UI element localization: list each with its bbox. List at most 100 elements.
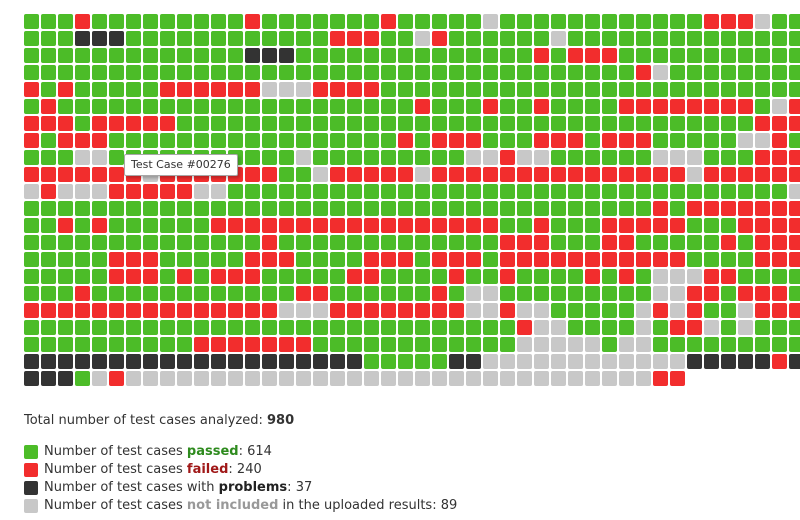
test-case-cell-failed[interactable] bbox=[636, 133, 651, 148]
test-case-cell-passed[interactable] bbox=[228, 116, 243, 131]
test-case-cell-passed[interactable] bbox=[602, 99, 617, 114]
test-case-cell-failed[interactable] bbox=[551, 167, 566, 182]
test-case-cell-passed[interactable] bbox=[772, 337, 787, 352]
test-case-cell-failed[interactable] bbox=[126, 184, 141, 199]
test-case-cell-failed[interactable] bbox=[653, 303, 668, 318]
test-case-cell-problem[interactable] bbox=[58, 354, 73, 369]
test-case-cell-passed[interactable] bbox=[330, 269, 345, 284]
test-case-cell-failed[interactable] bbox=[262, 252, 277, 267]
test-case-cell-passed[interactable] bbox=[415, 286, 430, 301]
test-case-cell-failed[interactable] bbox=[551, 133, 566, 148]
test-case-cell-passed[interactable] bbox=[602, 184, 617, 199]
test-case-cell-passed[interactable] bbox=[41, 286, 56, 301]
test-case-cell-passed[interactable] bbox=[602, 286, 617, 301]
test-case-cell-passed[interactable] bbox=[772, 184, 787, 199]
test-case-cell-passed[interactable] bbox=[160, 320, 175, 335]
test-case-cell-passed[interactable] bbox=[500, 82, 515, 97]
test-case-cell-passed[interactable] bbox=[789, 14, 800, 29]
test-case-cell-failed[interactable] bbox=[279, 337, 294, 352]
test-case-cell-passed[interactable] bbox=[279, 31, 294, 46]
test-case-cell-failed[interactable] bbox=[721, 269, 736, 284]
test-case-cell-passed[interactable] bbox=[772, 48, 787, 63]
test-case-cell-passed[interactable] bbox=[415, 235, 430, 250]
test-case-cell-passed[interactable] bbox=[109, 133, 124, 148]
test-case-cell-failed[interactable] bbox=[245, 269, 260, 284]
test-case-cell-not_included[interactable] bbox=[534, 150, 549, 165]
test-case-cell-not_included[interactable] bbox=[534, 337, 549, 352]
test-case-cell-passed[interactable] bbox=[75, 82, 90, 97]
test-case-cell-passed[interactable] bbox=[466, 65, 481, 80]
test-case-cell-failed[interactable] bbox=[789, 201, 800, 216]
test-case-cell-passed[interactable] bbox=[619, 116, 634, 131]
test-case-cell-passed[interactable] bbox=[789, 31, 800, 46]
test-case-cell-passed[interactable] bbox=[296, 48, 311, 63]
test-case-cell-failed[interactable] bbox=[449, 218, 464, 233]
test-case-cell-not_included[interactable] bbox=[313, 167, 328, 182]
test-case-cell-failed[interactable] bbox=[415, 303, 430, 318]
test-case-cell-not_included[interactable] bbox=[279, 82, 294, 97]
test-case-cell-failed[interactable] bbox=[585, 269, 600, 284]
test-case-cell-passed[interactable] bbox=[483, 269, 498, 284]
test-case-cell-passed[interactable] bbox=[364, 201, 379, 216]
test-case-cell-passed[interactable] bbox=[143, 320, 158, 335]
test-case-cell-passed[interactable] bbox=[670, 65, 685, 80]
test-case-cell-passed[interactable] bbox=[160, 286, 175, 301]
test-case-cell-passed[interactable] bbox=[279, 99, 294, 114]
test-case-cell-passed[interactable] bbox=[381, 31, 396, 46]
test-case-cell-passed[interactable] bbox=[245, 201, 260, 216]
test-case-cell-passed[interactable] bbox=[517, 133, 532, 148]
test-case-cell-passed[interactable] bbox=[398, 354, 413, 369]
test-case-cell-failed[interactable] bbox=[687, 303, 702, 318]
test-case-cell-failed[interactable] bbox=[687, 201, 702, 216]
test-case-cell-passed[interactable] bbox=[228, 48, 243, 63]
test-case-cell-failed[interactable] bbox=[738, 218, 753, 233]
test-case-cell-passed[interactable] bbox=[330, 337, 345, 352]
test-case-cell-passed[interactable] bbox=[75, 337, 90, 352]
test-case-cell-failed[interactable] bbox=[789, 116, 800, 131]
test-case-cell-failed[interactable] bbox=[24, 167, 39, 182]
test-case-cell-passed[interactable] bbox=[381, 48, 396, 63]
test-case-cell-passed[interactable] bbox=[279, 65, 294, 80]
test-case-cell-not_included[interactable] bbox=[551, 354, 566, 369]
test-case-cell-failed[interactable] bbox=[58, 116, 73, 131]
test-case-cell-failed[interactable] bbox=[483, 99, 498, 114]
test-case-cell-failed[interactable] bbox=[415, 218, 430, 233]
test-case-cell-passed[interactable] bbox=[636, 116, 651, 131]
test-case-cell-passed[interactable] bbox=[228, 320, 243, 335]
test-case-cell-passed[interactable] bbox=[75, 371, 90, 386]
test-case-cell-failed[interactable] bbox=[755, 235, 770, 250]
test-case-cell-passed[interactable] bbox=[636, 31, 651, 46]
test-case-cell-failed[interactable] bbox=[228, 303, 243, 318]
test-case-cell-passed[interactable] bbox=[585, 235, 600, 250]
test-case-cell-passed[interactable] bbox=[262, 65, 277, 80]
test-case-cell-passed[interactable] bbox=[738, 184, 753, 199]
test-case-cell-passed[interactable] bbox=[721, 320, 736, 335]
test-case-cell-failed[interactable] bbox=[738, 201, 753, 216]
test-case-cell-failed[interactable] bbox=[143, 184, 158, 199]
test-case-cell-problem[interactable] bbox=[75, 354, 90, 369]
test-case-cell-problem[interactable] bbox=[704, 354, 719, 369]
test-case-cell-passed[interactable] bbox=[534, 286, 549, 301]
test-case-cell-failed[interactable] bbox=[772, 116, 787, 131]
test-case-cell-passed[interactable] bbox=[194, 252, 209, 267]
test-case-cell-failed[interactable] bbox=[313, 286, 328, 301]
test-case-cell-failed[interactable] bbox=[109, 252, 124, 267]
test-case-cell-passed[interactable] bbox=[347, 337, 362, 352]
test-case-cell-not_included[interactable] bbox=[279, 371, 294, 386]
test-case-cell-failed[interactable] bbox=[534, 99, 549, 114]
test-case-cell-passed[interactable] bbox=[721, 303, 736, 318]
test-case-cell-passed[interactable] bbox=[126, 337, 141, 352]
test-case-cell-passed[interactable] bbox=[262, 286, 277, 301]
test-case-cell-failed[interactable] bbox=[245, 252, 260, 267]
test-case-cell-failed[interactable] bbox=[126, 269, 141, 284]
test-case-cell-failed[interactable] bbox=[262, 337, 277, 352]
test-case-cell-passed[interactable] bbox=[364, 14, 379, 29]
test-case-cell-passed[interactable] bbox=[296, 201, 311, 216]
test-case-cell-passed[interactable] bbox=[347, 48, 362, 63]
test-case-cell-failed[interactable] bbox=[109, 116, 124, 131]
test-case-cell-passed[interactable] bbox=[330, 184, 345, 199]
test-case-cell-passed[interactable] bbox=[466, 99, 481, 114]
test-case-cell-problem[interactable] bbox=[262, 354, 277, 369]
test-case-cell-passed[interactable] bbox=[347, 14, 362, 29]
test-case-cell-passed[interactable] bbox=[92, 82, 107, 97]
